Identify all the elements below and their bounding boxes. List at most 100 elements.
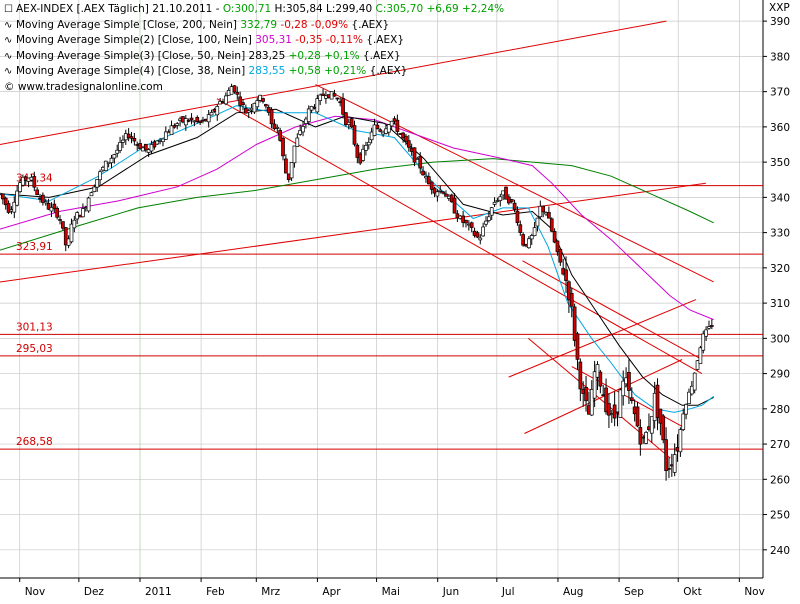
candle-down bbox=[138, 143, 142, 150]
candle-up bbox=[478, 237, 483, 241]
candle-up bbox=[498, 196, 503, 201]
candle-down bbox=[572, 306, 577, 341]
candle-down bbox=[321, 93, 325, 96]
candle-down bbox=[6, 203, 11, 213]
indicator-line-icon: ∿ bbox=[4, 50, 13, 62]
ohlc-item: L:299,40 bbox=[322, 3, 373, 15]
candle-up bbox=[15, 190, 20, 206]
candle-down bbox=[444, 193, 448, 197]
candle-up bbox=[481, 226, 485, 237]
y-tick-label: 370 bbox=[770, 87, 790, 99]
indicator-line-icon: ∿ bbox=[4, 35, 13, 47]
candle-up bbox=[372, 124, 377, 136]
y-tick-label: 380 bbox=[770, 51, 790, 63]
candle-down bbox=[635, 406, 640, 427]
candle-up bbox=[149, 144, 154, 152]
moving-average-line bbox=[0, 108, 714, 406]
candle-down bbox=[412, 147, 417, 163]
candle-down bbox=[378, 129, 383, 132]
candle-up bbox=[206, 114, 211, 123]
candle-down bbox=[569, 293, 574, 307]
candle-up bbox=[295, 137, 300, 147]
moving-average-line bbox=[0, 115, 714, 321]
candle-up bbox=[306, 108, 311, 122]
ohlc-item: C:305,70 +6,69 +2,24% bbox=[372, 3, 505, 15]
candle-up bbox=[301, 126, 305, 133]
candle-down bbox=[475, 232, 480, 238]
candle-up bbox=[161, 138, 165, 143]
ohlc-values: O:300,71 H:305,84 L:299,40 C:305,70 +6,6… bbox=[223, 3, 504, 15]
candle-down bbox=[521, 234, 526, 246]
candle-up bbox=[118, 141, 122, 151]
candle-down bbox=[547, 212, 551, 219]
candle-up bbox=[298, 130, 303, 135]
candle-up bbox=[12, 201, 17, 213]
candle-up bbox=[698, 347, 703, 364]
x-tick-label: Nov bbox=[744, 586, 765, 598]
candle-down bbox=[186, 120, 191, 122]
candle-down bbox=[35, 189, 40, 195]
candle-down bbox=[189, 117, 194, 121]
candle-up bbox=[252, 102, 257, 113]
x-tick-label: Nov bbox=[25, 586, 46, 598]
candle-up bbox=[649, 416, 654, 434]
candle-up bbox=[255, 100, 260, 108]
candle-up bbox=[695, 360, 700, 370]
candle-up bbox=[49, 207, 54, 212]
indicator-change: -0,28 -0,09% bbox=[277, 18, 349, 31]
candle-down bbox=[578, 361, 583, 390]
y-tick-label: 290 bbox=[770, 369, 790, 381]
candle-down bbox=[558, 248, 563, 263]
candle-up bbox=[121, 139, 125, 143]
candle-down bbox=[627, 372, 631, 391]
indicator-symbol: {.AEX} bbox=[362, 34, 404, 47]
candle-down bbox=[612, 404, 617, 419]
y-tick-label: 340 bbox=[770, 192, 790, 204]
candle-down bbox=[452, 197, 457, 214]
candle-down bbox=[152, 141, 157, 148]
candle-down bbox=[464, 219, 468, 224]
candle-up bbox=[644, 432, 648, 444]
candle-up bbox=[289, 161, 294, 179]
title-prefix: AEX-INDEX [.AEX Täglich] 21.10.2011 - bbox=[16, 3, 223, 15]
candle-down bbox=[269, 109, 274, 125]
candle-up bbox=[701, 333, 706, 351]
candle-up bbox=[95, 178, 100, 188]
candle-down bbox=[46, 202, 51, 210]
candle-down bbox=[541, 205, 546, 213]
candle-down bbox=[429, 181, 434, 190]
candle-down bbox=[264, 104, 268, 107]
candle-up bbox=[81, 208, 85, 218]
trend-line bbox=[522, 260, 703, 360]
candle-down bbox=[132, 137, 137, 142]
indicator-change: +0,58 +0,21% bbox=[285, 65, 367, 78]
candle-down bbox=[607, 403, 611, 416]
candle-up bbox=[72, 219, 77, 229]
x-tick-label: Apr bbox=[322, 586, 341, 598]
candle-down bbox=[518, 224, 523, 233]
indicator-row: ∿ Moving Average Simple(4) [Close, 38, Ne… bbox=[4, 64, 504, 80]
candle-down bbox=[512, 202, 517, 210]
exchange-label: XXP bbox=[769, 2, 790, 14]
candle-up bbox=[484, 220, 488, 225]
trend-line bbox=[0, 20, 667, 145]
candle-down bbox=[352, 125, 357, 145]
y-tick-label: 300 bbox=[770, 333, 790, 345]
chart-icon: ☐ bbox=[4, 4, 13, 15]
candle-down bbox=[552, 231, 557, 243]
candle-down bbox=[349, 118, 354, 128]
candle-up bbox=[535, 217, 540, 227]
indicator-value: 283,25 bbox=[248, 49, 286, 62]
candle-down bbox=[284, 158, 288, 174]
candle-down bbox=[375, 124, 380, 129]
candle-up bbox=[487, 216, 491, 221]
candle-up bbox=[69, 223, 74, 243]
indicator-row: ∿ Moving Average Simple(3) [Close, 50, Ne… bbox=[4, 49, 504, 65]
support-label: 301,13 bbox=[16, 321, 53, 333]
candle-up bbox=[112, 154, 117, 159]
candle-up bbox=[438, 189, 443, 192]
candle-down bbox=[143, 143, 148, 151]
candle-up bbox=[704, 329, 708, 337]
